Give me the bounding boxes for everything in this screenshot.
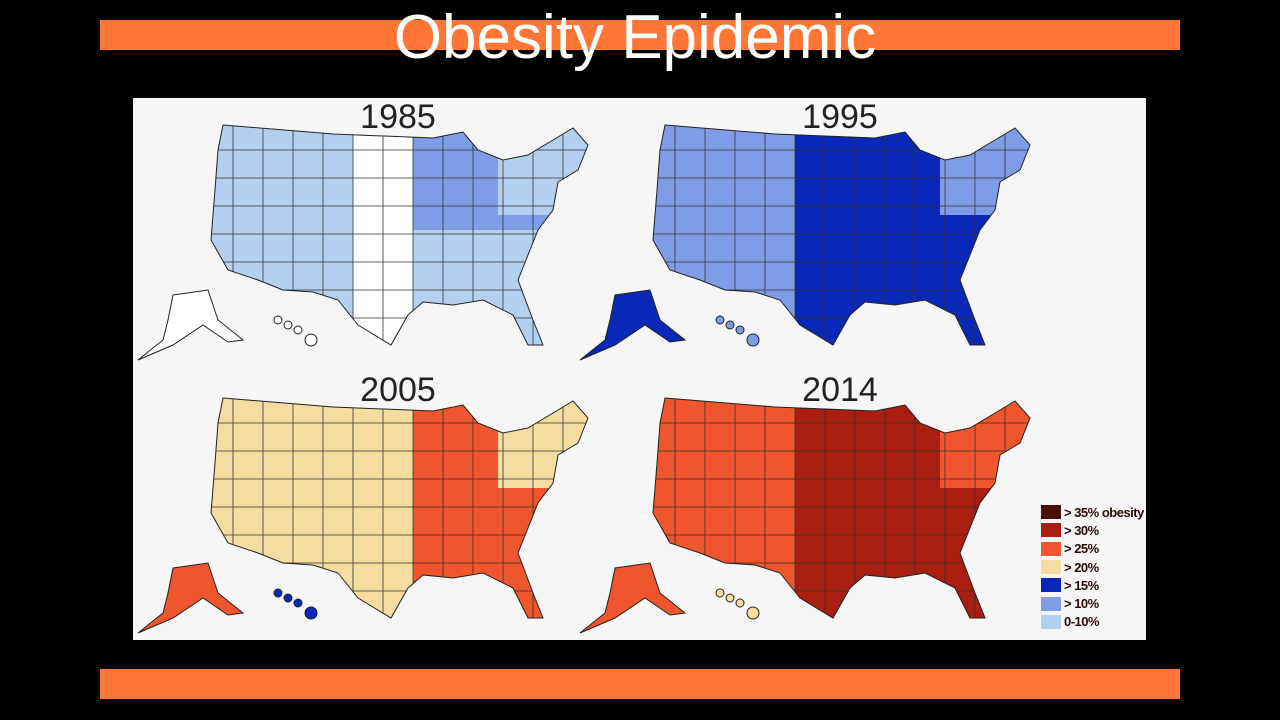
region-mountain: [258, 398, 353, 618]
us-outline: [652, 124, 1031, 346]
us-map-2005: [137, 397, 589, 634]
legend-swatch: [1041, 614, 1061, 629]
legend-item: > 15%: [1041, 576, 1144, 594]
hawaii-island: [293, 325, 303, 335]
legend-label: 0-10%: [1064, 614, 1100, 630]
legend-item: > 35% obesity: [1041, 503, 1144, 521]
hawaii-island: [715, 588, 725, 598]
legend-label: > 15%: [1064, 577, 1099, 593]
alaska: [137, 562, 245, 634]
us-map-1985: [137, 124, 589, 361]
legend-swatch: [1041, 596, 1061, 611]
hawaii-island: [293, 598, 303, 608]
region-mountain: [258, 125, 353, 345]
hawaii-island: [304, 333, 318, 347]
hawaii-island: [715, 315, 725, 325]
region-mountain: [700, 398, 795, 618]
legend-item: > 10%: [1041, 594, 1144, 612]
us-map-2014: [579, 397, 1031, 634]
legend-item: > 30%: [1041, 521, 1144, 539]
hawaii-island: [746, 333, 760, 347]
maps-panel: 1985 1995 2005 2014 > 35% obesity > 30% > …: [133, 98, 1146, 640]
legend-swatch: [1041, 541, 1061, 556]
hawaii-island: [725, 593, 735, 603]
us-outline: [210, 124, 589, 346]
legend-label: > 10%: [1064, 596, 1099, 612]
hawaii-island: [273, 315, 283, 325]
alaska: [579, 289, 687, 361]
legend-label: > 25%: [1064, 541, 1099, 557]
hawaii-island: [735, 598, 745, 608]
hawaii-island: [283, 593, 293, 603]
alaska: [579, 562, 687, 634]
legend-item: 0-10%: [1041, 613, 1144, 631]
hawaii-island: [283, 320, 293, 330]
legend-label: > 20%: [1064, 559, 1099, 575]
hawaii-island: [735, 325, 745, 335]
region-northeast: [940, 398, 1030, 488]
alaska: [137, 289, 245, 361]
legend-swatch: [1041, 560, 1061, 575]
map-year-2005: 2005: [360, 371, 436, 409]
legend-item: > 20%: [1041, 558, 1144, 576]
us-map-1995: [579, 124, 1031, 361]
slide-title: Obesity Epidemic: [393, 3, 877, 72]
legend-swatch: [1041, 523, 1061, 538]
region-mountain: [700, 125, 795, 345]
legend-label: > 35% obesity: [1064, 504, 1144, 520]
legend-swatch: [1041, 505, 1061, 520]
legend-label: > 30%: [1064, 522, 1099, 538]
us-outline: [210, 397, 589, 619]
hawaii-island: [725, 320, 735, 330]
legend: > 35% obesity > 30% > 25% > 20% > 15% > 10% 0-…: [1041, 503, 1144, 631]
map-year-1985: 1985: [360, 98, 436, 136]
bottom-orange-bar: [100, 669, 1180, 699]
map-year-2014: 2014: [802, 371, 878, 409]
hawaii-island: [746, 606, 760, 620]
us-outline: [652, 397, 1031, 619]
hawaii-island: [304, 606, 318, 620]
legend-item: > 25%: [1041, 540, 1144, 558]
hawaii-island: [273, 588, 283, 598]
region-northeast: [940, 125, 1030, 215]
map-year-1995: 1995: [802, 98, 878, 136]
top-orange-bar: [100, 20, 1180, 50]
legend-swatch: [1041, 578, 1061, 593]
